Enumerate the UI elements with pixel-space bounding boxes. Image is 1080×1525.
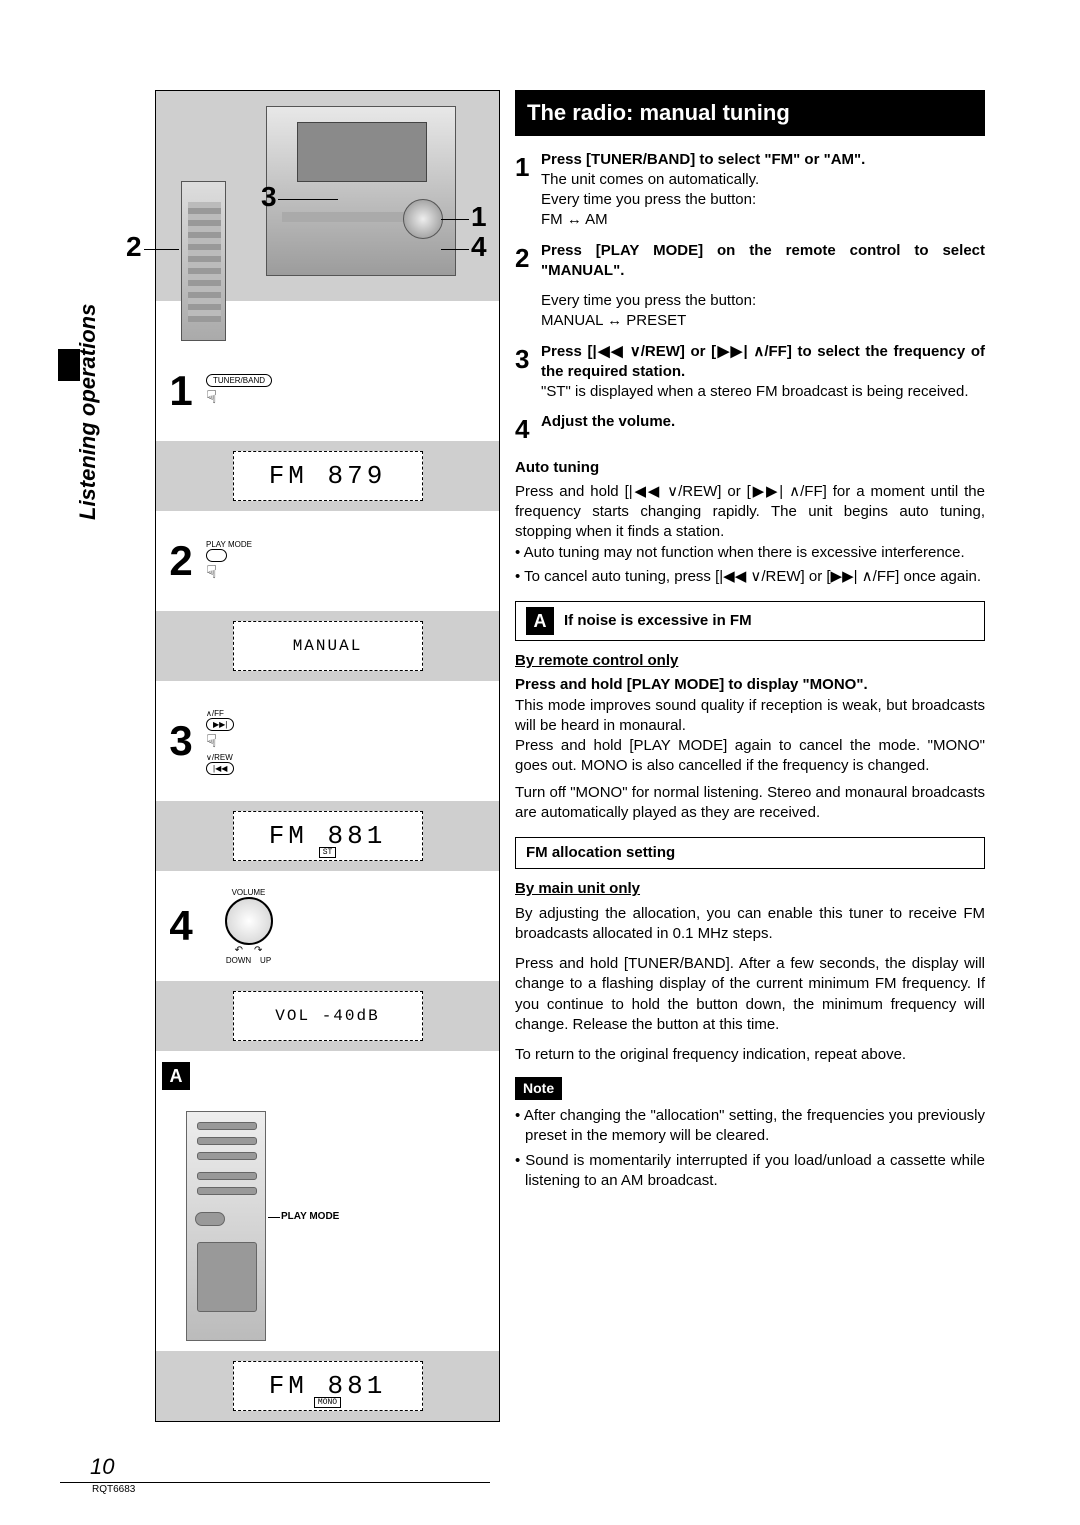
section-title: The radio: manual tuning <box>515 90 985 136</box>
lcd-display-3: FM 881 ST <box>233 811 423 861</box>
lcd-display-4: VOL -40dB <box>233 991 423 1041</box>
diagram-step-4: 4 VOLUME ↶ ↷ DOWN UP <box>156 871 499 981</box>
diagram-step-2: 2 PLAY MODE ☟ <box>156 511 499 611</box>
ff-button: ▶▶| <box>206 718 234 731</box>
step-2: 2 Press [PLAY MODE] on the remote contro… <box>515 241 985 282</box>
callout-4: 4 <box>471 231 487 263</box>
side-label: Listening operations <box>75 304 101 520</box>
step-1: 1 Press [TUNER/BAND] to select "FM" or "… <box>515 150 985 231</box>
step-3: 3 Press [|◀◀ ∨/REW] or [▶▶| ∧/FF] to sel… <box>515 342 985 403</box>
hand-icon: ☟ <box>206 562 291 583</box>
hand-icon: ☟ <box>206 731 291 752</box>
play-mode-button <box>206 549 227 562</box>
diagram-step-1: 1 TUNER/BAND ☟ <box>156 341 499 441</box>
left-diagram-column: 3 2 1 4 1 TUNER/BAND ☟ FM 879 <box>155 90 500 1422</box>
diagram-step-3: 3 ∧/FF ▶▶| ☟ ∨/REW |◀◀ <box>156 681 499 801</box>
right-text-column: The radio: manual tuning 1 Press [TUNER/… <box>515 90 985 1195</box>
callout-2: 2 <box>126 231 142 263</box>
note-label: Note <box>515 1077 562 1100</box>
hand-icon: ☟ <box>206 387 291 408</box>
page-number-rule <box>60 1482 490 1483</box>
rew-button: |◀◀ <box>206 762 234 775</box>
diagram-section-a: A <box>156 1051 499 1101</box>
diagram-frame: 3 2 1 4 1 TUNER/BAND ☟ FM 879 <box>155 90 500 1422</box>
document-code: RQT6683 <box>92 1484 135 1495</box>
stereo-unit-image <box>266 106 456 276</box>
lcd-display-1: FM 879 <box>233 451 423 501</box>
tuner-band-button: TUNER/BAND <box>206 374 272 387</box>
stereo-overview: 3 2 1 4 <box>156 91 499 301</box>
volume-knob <box>225 897 273 945</box>
play-mode-label: PLAY MODE <box>281 1211 339 1222</box>
lcd-display-2: MANUAL <box>233 621 423 671</box>
callout-1: 1 <box>471 201 487 233</box>
callout-3: 3 <box>261 181 277 213</box>
lcd-display-a: FM 881 MONO <box>233 1361 423 1411</box>
page-number: 10 <box>90 1454 114 1480</box>
fm-allocation-heading: FM allocation setting <box>515 837 985 869</box>
remote-large-image <box>186 1111 266 1341</box>
section-a-heading: A If noise is excessive in FM <box>515 601 985 641</box>
step-4: 4 Adjust the volume. <box>515 412 985 447</box>
remote-image <box>181 181 226 341</box>
auto-tuning-title: Auto tuning <box>515 458 985 478</box>
